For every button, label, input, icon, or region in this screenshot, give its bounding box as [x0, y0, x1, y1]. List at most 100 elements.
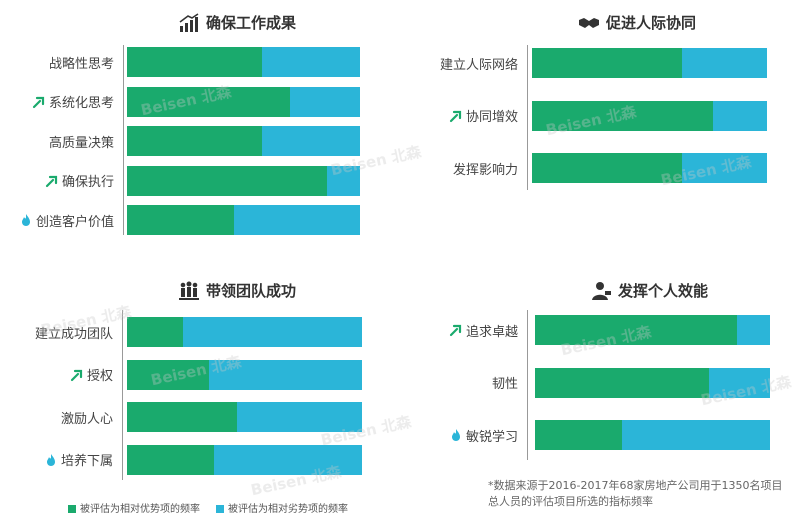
- legend-swatch-strength: [68, 505, 76, 513]
- category-label-text: 协同增效: [465, 110, 518, 125]
- bar-segment-strength: [127, 359, 210, 390]
- bar-segment-strength: [535, 420, 622, 450]
- bar-segment-strength: [127, 317, 184, 347]
- bar-segment-strength: [127, 47, 263, 77]
- category-label: 协同增效: [449, 101, 518, 131]
- category-label-text: 追求卓越: [465, 324, 518, 340]
- flame-icon: [44, 453, 58, 467]
- category-label-text: 高质量决策: [48, 135, 114, 151]
- panel-title-3: 带领团队成功: [178, 280, 296, 301]
- bar-segment-strength: [127, 86, 291, 117]
- stacked-bar: [127, 402, 362, 432]
- panel-title-2: 促进人际协同: [578, 12, 696, 33]
- up-arrow-icon: [32, 95, 46, 109]
- stacked-bar: [127, 86, 360, 117]
- team-icon: [178, 281, 200, 301]
- bar-segment-weakness: [621, 420, 770, 450]
- bar-segment-strength: [532, 153, 683, 183]
- bar-segment-weakness: [237, 402, 362, 432]
- category-label-text: 韧性: [491, 377, 518, 392]
- bar-segment-strength: [127, 444, 214, 475]
- stacked-bar: [535, 315, 770, 345]
- stacked-bar: [532, 100, 767, 131]
- bar-segment-weakness: [712, 100, 767, 131]
- category-label-text: 激励人心: [60, 411, 113, 427]
- panel-title-1: 确保工作成果: [178, 12, 296, 33]
- bar-chart-up-icon: [178, 12, 200, 33]
- legend: 被评估为相对优势项的频率 被评估为相对劣势项的频率: [68, 500, 348, 515]
- bar-segment-weakness: [209, 359, 362, 390]
- category-label: 建立人际网络: [440, 48, 518, 78]
- up-arrow-icon: [449, 323, 463, 337]
- y-axis-line: [122, 310, 123, 480]
- bar-segment-weakness: [682, 153, 767, 183]
- bar-segment-weakness: [213, 444, 362, 475]
- bar-segment-weakness: [682, 48, 767, 78]
- up-arrow-icon: [449, 109, 463, 123]
- category-label: 创造客户价值: [19, 205, 114, 235]
- legend-label-weakness: 被评估为相对劣势项的频率: [228, 504, 348, 515]
- category-label: 建立成功团队: [35, 317, 113, 347]
- category-label-text: 发挥影响力: [452, 162, 518, 178]
- person-icon: [590, 281, 612, 301]
- stacked-bar: [532, 153, 767, 183]
- category-label-text: 建立成功团队: [34, 326, 113, 342]
- legend-swatch-weakness: [216, 505, 224, 513]
- panel-title-4: 发挥个人效能: [590, 280, 708, 301]
- bar-segment-weakness: [262, 126, 360, 156]
- stacked-bar: [127, 359, 362, 390]
- panel-title-text: 带领团队成功: [206, 282, 297, 300]
- stacked-bar: [532, 48, 767, 78]
- panel-title-text: 发挥个人效能: [618, 282, 709, 300]
- category-label-text: 战略性思考: [48, 56, 114, 72]
- bar-segment-weakness: [708, 367, 770, 398]
- stacked-bar: [535, 367, 770, 398]
- y-axis-line: [527, 310, 528, 460]
- bar-segment-strength: [127, 126, 263, 156]
- category-label-text: 系统化思考: [48, 96, 114, 111]
- category-label-text: 建立人际网络: [439, 57, 518, 73]
- panel-title-text: 确保工作成果: [206, 14, 297, 32]
- category-label: 激励人心: [61, 402, 113, 432]
- category-label: 战略性思考: [49, 47, 114, 77]
- category-label: 发挥影响力: [453, 153, 518, 183]
- bar-segment-weakness: [183, 317, 362, 347]
- y-axis-line: [123, 45, 124, 235]
- category-label-text: 培养下属: [60, 454, 113, 469]
- stacked-bar: [127, 165, 360, 196]
- category-label: 确保执行: [45, 166, 114, 196]
- legend-label-strength: 被评估为相对优势项的频率: [80, 504, 200, 515]
- stacked-bar: [127, 126, 360, 156]
- panel-title-text: 促进人际协同: [606, 14, 697, 32]
- category-label: 培养下属: [44, 445, 113, 475]
- stacked-bar: [127, 444, 362, 475]
- category-label-text: 确保执行: [61, 175, 114, 190]
- bar-segment-strength: [532, 48, 683, 78]
- footnote: *数据来源于2016-2017年68家房地产公司用于1350名项目总人员的评估项…: [488, 479, 783, 508]
- stacked-bar: [127, 317, 362, 347]
- stacked-bar: [535, 420, 770, 450]
- bar-segment-weakness: [262, 47, 360, 77]
- up-arrow-icon: [70, 368, 84, 382]
- stacked-bar: [127, 205, 360, 235]
- category-label-text: 授权: [86, 369, 113, 384]
- bar-segment-weakness: [737, 315, 770, 345]
- bar-segment-strength: [127, 402, 238, 432]
- flame-icon: [19, 213, 33, 227]
- category-label: 高质量决策: [49, 126, 114, 156]
- category-label-text: 敏锐学习: [465, 429, 518, 445]
- legend-item-weakness: 被评估为相对劣势项的频率: [216, 500, 348, 515]
- legend-item-strength: 被评估为相对优势项的频率: [68, 500, 200, 515]
- bar-segment-weakness: [327, 165, 360, 196]
- category-label: 授权: [70, 360, 113, 390]
- bar-segment-weakness: [290, 86, 360, 117]
- handshake-icon: [578, 13, 600, 33]
- bar-segment-strength: [127, 165, 328, 196]
- bar-segment-weakness: [234, 205, 360, 235]
- category-label: 韧性: [492, 368, 518, 398]
- stacked-bar: [127, 47, 360, 77]
- bar-segment-strength: [532, 100, 713, 131]
- category-label: 追求卓越: [449, 315, 518, 345]
- bar-segment-strength: [535, 367, 709, 398]
- bar-segment-strength: [535, 315, 738, 345]
